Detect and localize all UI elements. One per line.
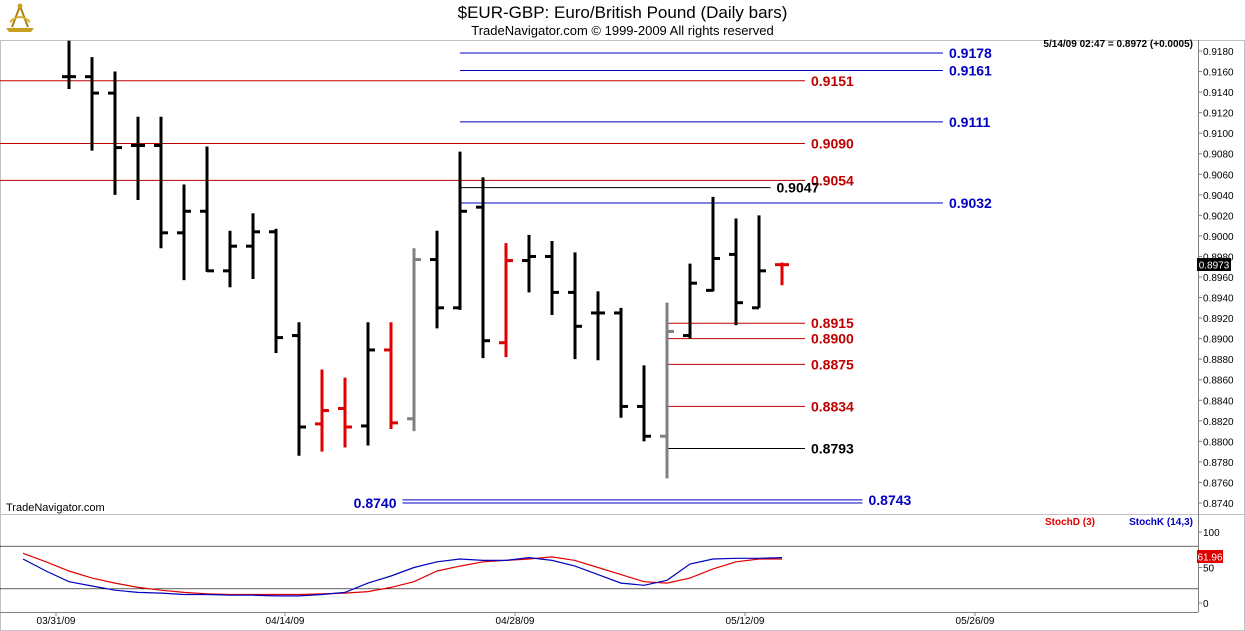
ohlc-bar [499,243,513,358]
last-price-label: 0.8973 [1199,261,1230,272]
ohlc-bar [177,184,191,281]
ohlc-bar [568,252,582,360]
copyright-text: TradeNavigator.com © 1999-2009 All right… [471,23,774,38]
price-tick-label: 0.8800 [1203,437,1234,448]
price-tick-label: 0.9040 [1203,191,1234,202]
ohlc-bar [292,322,306,456]
level-label: 0.9047 [777,180,820,196]
ohlc-bar [223,230,237,288]
ohlc-bar [108,71,122,195]
ohlc-bar [200,146,214,273]
stochastic-panel: 0 50 100 [0,528,1220,610]
level-label: 0.9111 [949,114,990,130]
price-tick-label: 0.8880 [1203,355,1234,366]
price-tick-label: 0.8740 [1203,499,1234,510]
price-tick-label: 0.8820 [1203,417,1234,428]
level-label: 0.9090 [811,135,854,151]
ohlc-bar [660,302,674,479]
time-tick-label: 05/12/09 [726,616,765,627]
time-tick-label: 04/28/09 [496,616,535,627]
ohlc-bar [131,116,145,200]
price-tick-label: 0.9060 [1203,170,1234,181]
stoch-series-line [22,552,782,596]
ohlc-bar [729,218,743,326]
ohlc-bar [338,377,352,448]
price-tick-label: 0.9140 [1203,88,1234,99]
ohlc-bar [775,262,789,286]
ohlc-bar [706,196,720,292]
level-label: 0.9178 [949,45,992,61]
stoch-tick-label: 50 [1203,564,1215,575]
level-label: 0.9054 [811,172,854,188]
price-tick-label: 0.9000 [1203,232,1234,243]
level-label: 0.8834 [811,398,854,414]
ohlc-bar [430,230,444,329]
level-label: 0.9032 [949,195,992,211]
ohlc-bar [407,248,421,432]
ohlc-bar [85,57,99,151]
time-tick-label: 04/14/09 [266,616,305,627]
price-tick-label: 0.8840 [1203,396,1234,407]
level-label: 0.8875 [811,356,854,372]
level-label: 0.9161 [949,63,992,79]
ohlc-bar [315,369,329,452]
ohlc-bar [752,215,766,310]
price-tick-label: 0.8960 [1203,273,1234,284]
chart-title: $EUR-GBP: Euro/British Pound (Daily bars… [457,3,788,22]
level-label: 0.8743 [869,492,912,508]
price-tick-label: 0.8780 [1203,458,1234,469]
ohlc-bar [614,307,628,418]
ohlc-bar [637,365,651,442]
ohlc-bar [246,213,260,280]
price-tick-label: 0.8860 [1203,376,1234,387]
watermark-text: TradeNavigator.com [6,502,105,514]
price-tick-label: 0.9080 [1203,150,1234,161]
level-label: 0.8740 [354,495,397,511]
ohlc-bar [591,291,605,361]
last-price-tag [1197,258,1231,271]
ohlc-bar [384,322,398,430]
price-tick-label: 0.8940 [1203,294,1234,305]
stoch-tick-label: 100 [1203,528,1220,539]
ohlc-bar [154,116,168,249]
stoch-value-tag [1197,550,1223,563]
price-tick-label: 0.9100 [1203,129,1234,140]
ohlc-bar [476,177,490,359]
price-tick-label: 0.8920 [1203,314,1234,325]
sextant-logo-icon [6,3,34,32]
stoch-value-label: 61.96 [1197,553,1222,564]
ohlc-bar [62,40,76,90]
quote-line: 5/14/09 02:47 = 0.8972 (+0.0005) [1043,39,1193,50]
stoch-tick-label: 0 [1203,599,1209,610]
time-axis: 03/31/09 04/14/09 04/28/09 05/12/09 05/26/09 [37,612,995,627]
price-tick-label: 0.8900 [1203,335,1234,346]
time-tick-label: 03/31/09 [37,616,76,627]
ohlc-bars [62,40,789,479]
ohlc-bar [453,151,467,310]
legend-stochd: StochD (3) [1045,517,1095,528]
legend-stochk: StochK (14,3) [1129,517,1193,528]
price-tick-label: 0.9020 [1203,211,1234,222]
price-tick-label: 0.8980 [1203,252,1234,263]
ohlc-bar [269,228,283,354]
price-tick-label: 0.9160 [1203,68,1234,79]
price-axis: 0.8740 0.8760 0.8780 0.8800 0.8820 0.8840 0.88… [1198,47,1234,510]
stoch-series-line [22,556,783,597]
ohlc-bar [545,241,559,316]
price-tick-label: 0.9180 [1203,47,1234,58]
level-label: 0.9151 [811,73,854,89]
time-tick-label: 05/26/09 [956,616,995,627]
ohlc-bar [361,322,375,446]
level-label: 0.8900 [811,331,854,347]
ohlc-bar [522,234,536,293]
level-lines: 0.91780.91610.91510.91110.90900.90540.90… [0,45,992,511]
ohlc-bar [683,263,697,339]
price-tick-label: 0.9120 [1203,109,1234,120]
price-tick-label: 0.8760 [1203,478,1234,489]
level-label: 0.8915 [811,315,854,331]
level-label: 0.8793 [811,441,854,457]
